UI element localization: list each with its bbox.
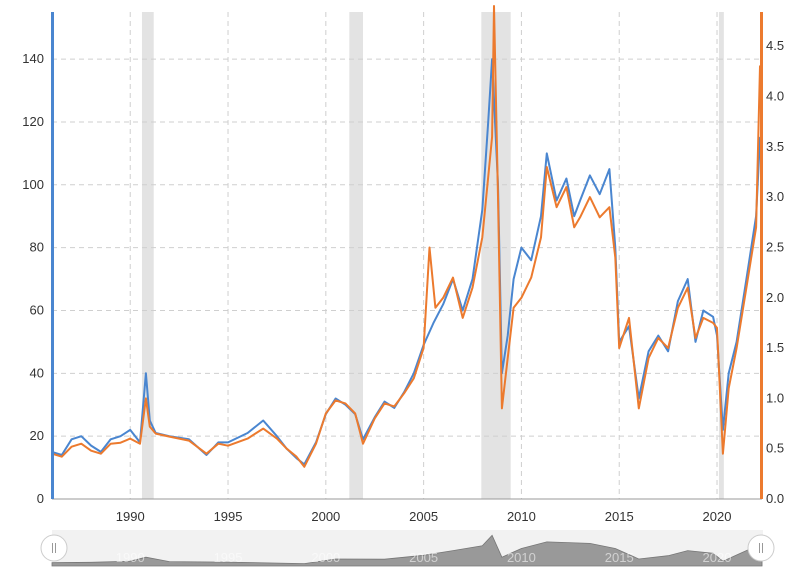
left-tick-label: 0 — [37, 491, 44, 506]
right-tick-label: 4.0 — [766, 89, 784, 104]
navigator-label: 2020 — [703, 550, 732, 565]
navigator-handle-right[interactable] — [747, 534, 775, 562]
right-tick-label: 2.5 — [766, 239, 784, 254]
x-tick-label: 1995 — [214, 509, 243, 524]
navigator-label: 2005 — [409, 550, 438, 565]
navigator-label: 2010 — [507, 550, 536, 565]
navigator-label: 1990 — [116, 550, 145, 565]
right-tick-label: 1.0 — [766, 390, 784, 405]
x-tick-label: 2010 — [507, 509, 536, 524]
navigator-label: 2000 — [311, 550, 340, 565]
x-tick-label: 1990 — [116, 509, 145, 524]
left-tick-label: 80 — [30, 240, 44, 255]
series-line-right — [51, 5, 763, 468]
right-tick-label: 3.0 — [766, 189, 784, 204]
left-tick-label: 60 — [30, 302, 44, 317]
x-tick-label: 2015 — [605, 509, 634, 524]
right-tick-label: 4.5 — [766, 38, 784, 53]
left-tick-label: 140 — [22, 51, 44, 66]
navigator-area — [51, 534, 763, 567]
right-tick-label: 1.5 — [766, 340, 784, 355]
right-tick-label: 2.0 — [766, 290, 784, 305]
recession-band-3 — [718, 12, 724, 499]
navigator-label: 2015 — [605, 550, 634, 565]
tick-labels: 0 20 40 60 80 100 120 140 0.0 0.5 1.0 1.5 2.0 2.5 3.0 3… — [22, 38, 784, 524]
recession-band-1 — [349, 12, 363, 499]
left-axis-bar — [51, 12, 54, 499]
navigator-handle-left[interactable] — [40, 534, 68, 562]
left-tick-label: 100 — [22, 177, 44, 192]
right-tick-label: 3.5 — [766, 139, 784, 154]
series-lines — [51, 5, 763, 468]
x-tick-label: 2020 — [703, 509, 732, 524]
right-axis-bar — [760, 12, 763, 499]
left-tick-label: 40 — [30, 365, 44, 380]
right-tick-label: 0.5 — [766, 441, 784, 456]
right-tick-label: 0.0 — [766, 491, 784, 506]
recession-band-0 — [141, 12, 154, 499]
left-tick-label: 20 — [30, 428, 44, 443]
x-tick-label: 2005 — [409, 509, 438, 524]
left-tick-label: 120 — [22, 114, 44, 129]
navigator[interactable]: 1990 1995 2000 2005 2010 2015 2020 — [40, 530, 775, 567]
navigator-labels: 1990 1995 2000 2005 2010 2015 2020 — [116, 550, 732, 565]
axes — [51, 12, 763, 500]
navigator-label: 1995 — [214, 550, 243, 565]
x-tick-label: 2000 — [311, 509, 340, 524]
